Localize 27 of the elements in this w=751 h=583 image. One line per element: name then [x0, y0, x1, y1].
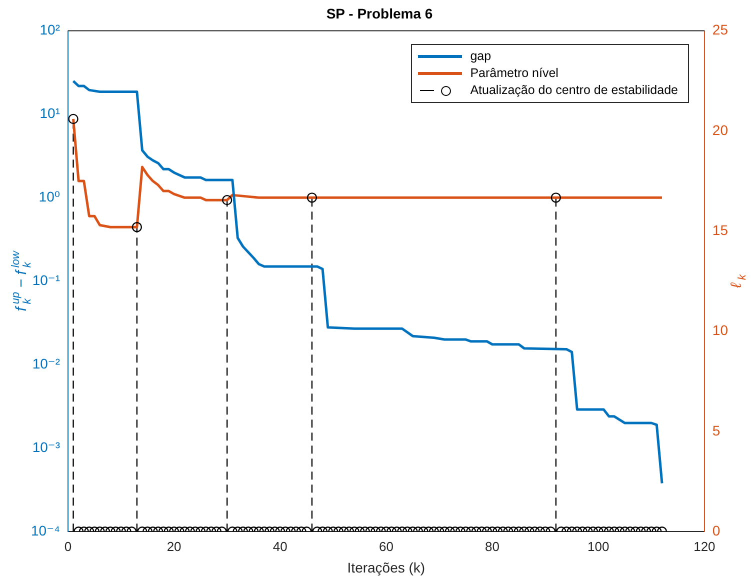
x-tick-label: 60	[378, 538, 394, 554]
y-tick-label: 10⁻²	[32, 356, 60, 372]
y2-tick-label: 25	[712, 22, 728, 38]
y2-tick-label: 15	[712, 222, 728, 238]
x-tick-label: 100	[588, 538, 610, 554]
y-axis-title: fkup − fklow	[10, 250, 34, 312]
y2-tick-label: 10	[712, 322, 728, 338]
x-tick-label: 120	[694, 538, 716, 554]
y-tick-label: 10¹	[40, 105, 60, 122]
x-tick-label: 0	[64, 538, 72, 554]
y2-axis-title: ℓk	[728, 274, 748, 289]
y-tick-label: 10²	[40, 22, 60, 38]
y2-tick-label: 5	[712, 422, 720, 438]
legend-label: gap	[470, 48, 492, 65]
y-tick-label: 10⁻¹	[32, 272, 60, 288]
y-tick-label: 10⁰	[38, 188, 60, 205]
x-tick-label: 20	[166, 538, 182, 554]
x-axis-title: Iterações (k)	[347, 559, 426, 576]
y-tick-label: 10⁻⁴	[30, 522, 60, 538]
x-tick-label: 40	[272, 538, 288, 554]
x-tick-label: 80	[485, 538, 500, 554]
y2-tick-label: 0	[712, 522, 720, 538]
y2-tick-label: 20	[712, 122, 728, 138]
y-tick-label: 10⁻³	[32, 438, 60, 455]
chart-title: SP - Problema 6	[326, 5, 433, 22]
legend-label: Parâmetro nível	[470, 65, 558, 82]
legend-label: Atualização do centro de estabilidade	[470, 82, 678, 99]
